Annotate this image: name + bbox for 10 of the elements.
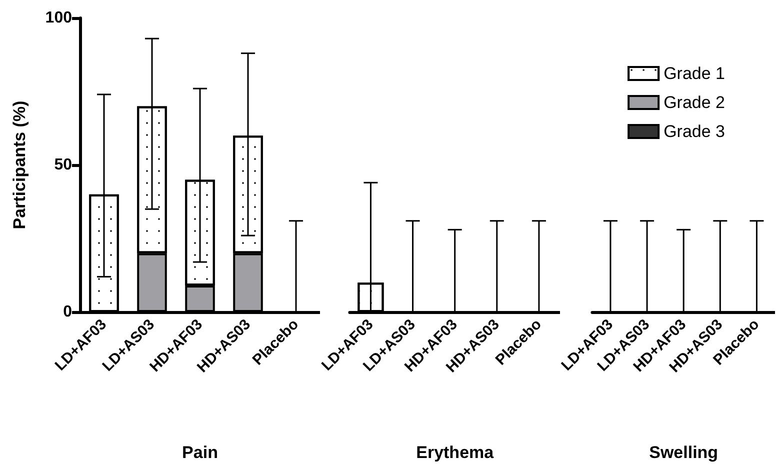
legend-label: Grade 3 [664, 122, 726, 141]
x-axis-title: Swelling [649, 443, 718, 462]
x-axis-title: Pain [182, 443, 218, 462]
x-axis-title: Erythema [416, 443, 494, 462]
y-tick-label: 50 [54, 156, 72, 174]
y-tick-label: 0 [63, 304, 72, 320]
y-axis-title: Participants (%) [10, 100, 29, 230]
y-tick-label: 100 [45, 10, 72, 26]
legend-label: Grade 2 [664, 93, 726, 112]
legend-label: Grade 1 [664, 64, 726, 83]
